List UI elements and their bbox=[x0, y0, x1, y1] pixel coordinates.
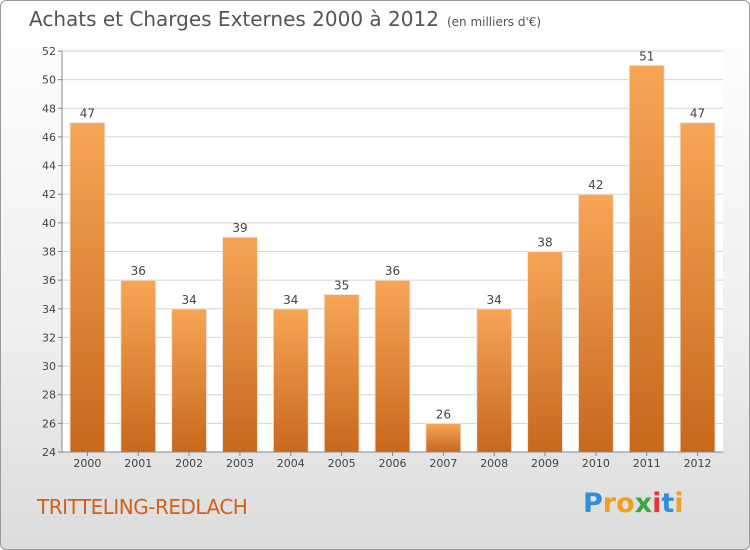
bar bbox=[425, 422, 462, 453]
chart-title: Achats et Charges Externes 2000 à 2012 (e… bbox=[29, 7, 541, 31]
y-tick-label: 40 bbox=[42, 217, 56, 230]
logo-letter: o bbox=[616, 488, 635, 519]
bar-value-label: 47 bbox=[80, 107, 95, 121]
y-tick-label: 44 bbox=[42, 160, 56, 173]
logo-letter: P bbox=[583, 488, 603, 519]
x-tick-label: 2003 bbox=[226, 457, 254, 470]
x-tick-label: 2002 bbox=[175, 457, 203, 470]
bar bbox=[221, 236, 258, 453]
x-tick-label: 2000 bbox=[73, 457, 101, 470]
y-tick-label: 32 bbox=[42, 331, 56, 344]
x-tick-label: 2006 bbox=[379, 457, 407, 470]
bar-value-label: 26 bbox=[436, 407, 451, 421]
bar bbox=[628, 64, 665, 453]
bar-value-label: 36 bbox=[131, 264, 146, 278]
bar-value-label: 38 bbox=[537, 236, 552, 250]
x-tick-label: 2005 bbox=[328, 457, 356, 470]
bar bbox=[476, 308, 513, 453]
x-tick-label: 2008 bbox=[480, 457, 508, 470]
bar bbox=[527, 251, 564, 453]
y-tick-label: 52 bbox=[42, 45, 56, 58]
x-tick-label: 2012 bbox=[684, 457, 712, 470]
x-tick-label: 2004 bbox=[277, 457, 305, 470]
bar-value-label: 51 bbox=[639, 49, 654, 63]
logo-letter: r bbox=[602, 488, 617, 519]
proxiti-logo: Proxiti bbox=[583, 488, 684, 519]
bar bbox=[577, 193, 614, 453]
bar bbox=[171, 308, 208, 453]
y-tick-label: 38 bbox=[42, 246, 56, 259]
bar bbox=[69, 122, 106, 453]
logo-letter: i bbox=[652, 488, 662, 519]
x-tick-label: 2011 bbox=[633, 457, 661, 470]
logo-letter: t bbox=[661, 488, 675, 519]
bar-value-label: 47 bbox=[690, 107, 705, 121]
y-tick-label: 34 bbox=[42, 303, 56, 316]
y-tick-label: 30 bbox=[42, 360, 56, 373]
logo-letter: x bbox=[634, 488, 653, 519]
bar bbox=[374, 279, 411, 453]
logo-letter: i bbox=[674, 488, 684, 519]
x-tick-label: 2001 bbox=[124, 457, 152, 470]
bar bbox=[120, 279, 157, 453]
x-tick-label: 2007 bbox=[429, 457, 457, 470]
y-tick-label: 46 bbox=[42, 131, 56, 144]
bar bbox=[679, 122, 716, 453]
x-tick-label: 2009 bbox=[531, 457, 559, 470]
y-tick-label: 28 bbox=[42, 389, 56, 402]
y-tick-label: 48 bbox=[42, 102, 56, 115]
y-tick-label: 26 bbox=[42, 417, 56, 430]
y-tick-label: 36 bbox=[42, 274, 56, 287]
bar-value-label: 36 bbox=[385, 264, 400, 278]
y-tick-label: 42 bbox=[42, 188, 56, 201]
bar-value-label: 35 bbox=[334, 278, 349, 292]
place-name: TRITTELING-REDLACH bbox=[37, 495, 248, 519]
chart-subtitle: (en milliers d'€) bbox=[446, 15, 542, 29]
chart-title-text: Achats et Charges Externes 2000 à 2012 bbox=[29, 7, 439, 31]
y-tick-label: 50 bbox=[42, 74, 56, 87]
bar-value-label: 34 bbox=[181, 293, 196, 307]
bar-value-label: 34 bbox=[487, 293, 502, 307]
bar-value-label: 34 bbox=[283, 293, 298, 307]
y-tick-label: 24 bbox=[42, 446, 56, 459]
bar-value-label: 39 bbox=[232, 221, 247, 235]
bar bbox=[323, 293, 360, 453]
bar bbox=[272, 308, 309, 453]
x-tick-label: 2010 bbox=[582, 457, 610, 470]
bar-value-label: 42 bbox=[588, 178, 603, 192]
